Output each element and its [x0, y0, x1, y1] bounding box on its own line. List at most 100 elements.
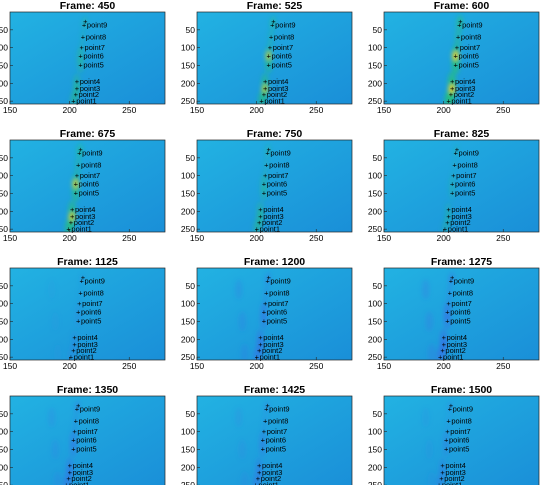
point-marker: + — [257, 468, 262, 477]
x-tick-label: 200 — [437, 361, 451, 371]
x-tick-label: 150 — [377, 233, 391, 243]
axes-frame — [196, 395, 353, 485]
point-label: point3 — [262, 468, 282, 477]
point-marker: + — [80, 43, 85, 52]
y-tick-label: 50 — [186, 25, 196, 35]
point-marker: + — [71, 346, 76, 355]
point-marker: + — [257, 346, 262, 355]
point-marker: + — [267, 51, 272, 60]
point-label: point1 — [71, 225, 91, 234]
point-marker: + — [449, 277, 454, 286]
heatmap-blob — [449, 271, 455, 285]
point-marker: + — [437, 481, 442, 485]
panel-title: Frame: 675 — [60, 128, 116, 140]
point-marker: + — [449, 401, 454, 410]
point-marker: + — [68, 461, 73, 470]
point-marker: + — [258, 333, 263, 342]
point-marker: + — [450, 188, 455, 197]
point-label: point7 — [450, 427, 470, 436]
y-tick-label: 250 — [0, 224, 8, 234]
y-tick-label: 200 — [0, 334, 8, 344]
point-label: point3 — [445, 468, 465, 477]
point-label: point6 — [267, 179, 287, 188]
point-label: point8 — [79, 416, 99, 425]
heatmap-blob — [425, 311, 434, 332]
point-label: point6 — [79, 179, 99, 188]
y-tick-label: 150 — [181, 444, 195, 454]
heatmap-blob — [263, 286, 269, 300]
x-tick-label: 250 — [309, 105, 323, 115]
point-label: point9 — [453, 405, 473, 414]
heatmap-blob — [421, 407, 430, 428]
point-label: point4 — [263, 333, 283, 342]
point-label: point3 — [455, 84, 475, 93]
point-label: point5 — [267, 316, 287, 325]
heatmap-hotspots — [47, 272, 86, 360]
point-marker: + — [439, 474, 444, 483]
point-marker: + — [72, 427, 77, 436]
heatmap-blob — [427, 471, 436, 485]
y-tick-label: 200 — [181, 334, 195, 344]
heatmap-blob — [446, 286, 453, 300]
y-tick-label: 150 — [181, 60, 195, 70]
point-marker: + — [262, 307, 267, 316]
y-tick-label: 150 — [0, 316, 8, 326]
point-label: point9 — [269, 405, 289, 414]
point-marker: + — [258, 205, 263, 214]
point-marker: + — [78, 51, 83, 60]
point-marker: + — [74, 179, 79, 188]
point-marker: + — [438, 353, 443, 362]
x-tick-label: 200 — [63, 105, 77, 115]
point-marker: + — [265, 401, 270, 410]
y-tick-label: 100 — [181, 171, 195, 181]
point-marker: + — [262, 427, 267, 436]
y-tick-label: 150 — [0, 188, 8, 198]
panel-title: Frame: 1425 — [244, 384, 305, 396]
heatmap-blob — [451, 159, 457, 171]
y-tick-label: 150 — [0, 60, 8, 70]
heatmap-hotspots — [234, 399, 270, 485]
point-label: point2 — [71, 474, 91, 483]
point-marker: + — [71, 97, 76, 106]
heatmap-peak — [72, 179, 79, 189]
point-label: point6 — [459, 51, 479, 60]
point-label: point9 — [80, 405, 100, 414]
y-tick-label: 250 — [181, 224, 195, 234]
axes-frame — [196, 11, 353, 105]
y-tick-label: 200 — [368, 78, 382, 88]
point-label: point6 — [76, 435, 96, 444]
point-marker: + — [450, 179, 455, 188]
point-label: point8 — [453, 288, 473, 297]
heatmap-blob — [234, 407, 243, 428]
heatmap-blob — [262, 297, 268, 310]
point-marker: + — [264, 288, 269, 297]
x-tick-label: 200 — [437, 233, 451, 243]
point-marker: + — [70, 212, 75, 221]
point-marker: + — [255, 353, 260, 362]
heatmap-blob — [439, 458, 446, 474]
point-marker: + — [445, 307, 450, 316]
point-marker: + — [78, 145, 83, 154]
point-label: point4 — [268, 77, 288, 86]
point-marker: + — [259, 97, 264, 106]
point-label: point6 — [266, 435, 286, 444]
panel-title: Frame: 1275 — [431, 256, 492, 268]
point-marker: + — [457, 21, 462, 30]
heatmap-hotspots — [257, 15, 277, 104]
point-label: point3 — [80, 84, 100, 93]
x-tick-label: 200 — [250, 233, 264, 243]
heatmap-peak — [265, 51, 272, 61]
heatmap-blob — [445, 297, 452, 311]
axes-frame — [196, 139, 353, 233]
y-tick-label: 250 — [181, 480, 195, 485]
y-tick-label: 200 — [0, 206, 8, 216]
point-label: point2 — [267, 90, 287, 99]
point-label: point9 — [270, 149, 290, 158]
point-label: point9 — [82, 149, 102, 158]
heatmap-blob — [262, 169, 268, 182]
heatmap-hotspots — [421, 399, 454, 485]
point-label: point2 — [74, 218, 94, 227]
point-marker: + — [262, 90, 267, 99]
point-label: point3 — [447, 340, 467, 349]
